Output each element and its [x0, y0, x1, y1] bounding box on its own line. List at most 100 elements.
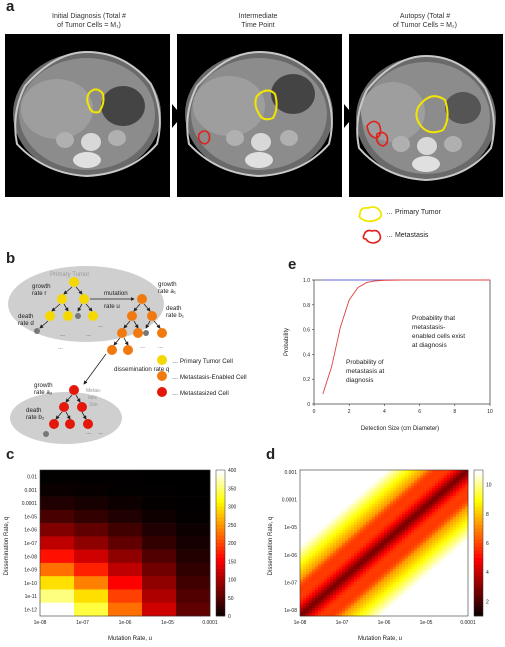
heat-cell: [411, 540, 415, 544]
heat-cell: [339, 516, 343, 520]
heat-cell: [360, 553, 364, 557]
heat-cell: [465, 498, 469, 502]
heat-cell: [354, 514, 358, 518]
heat-cell: [321, 483, 325, 486]
heat-cell: [429, 516, 433, 520]
heat-cell: [405, 602, 409, 606]
heat-cell: [399, 571, 403, 575]
colorbar-segment: [216, 539, 225, 544]
heat-cell: [417, 543, 421, 546]
heat-cell: [351, 509, 355, 513]
colorbar-tick-label: 250: [228, 523, 237, 529]
heat-cell: [360, 608, 364, 612]
heat-cell: [396, 475, 400, 479]
colorbar-segment: [474, 473, 483, 478]
heat-cell: [393, 608, 397, 612]
x-tick-label: 1e-07: [76, 620, 89, 626]
heat-cell: [393, 535, 397, 539]
colorbar-tick-label: 4: [486, 570, 489, 576]
heat-cell: [465, 595, 469, 599]
heat-cell: [300, 488, 304, 492]
heat-cell: [369, 537, 373, 541]
heat-cell: [366, 511, 370, 515]
heat-cell: [441, 610, 445, 614]
y-tick-label: 0.0001: [282, 498, 298, 504]
heat-cell: [447, 519, 451, 523]
heat-cell: [327, 540, 331, 544]
heat-cell: [432, 483, 436, 486]
heat-cell: [423, 522, 427, 526]
heat-cell: [300, 569, 304, 572]
heat-cell: [444, 595, 448, 599]
heat-cell: [351, 543, 355, 546]
svg-text:…: …: [60, 332, 65, 338]
heat-cell: [390, 501, 394, 505]
heat-cell: [369, 496, 373, 499]
heat-cell: [363, 503, 367, 507]
heat-cell: [327, 545, 331, 549]
heat-cell: [327, 480, 331, 484]
heat-cell: [438, 548, 442, 552]
heat-cell: [312, 472, 316, 476]
colorbar-segment: [216, 502, 225, 507]
heat-cell: [420, 529, 424, 533]
heat-cell: [360, 576, 364, 580]
heat-cell: [387, 592, 391, 596]
heat-cell: [423, 595, 427, 599]
heat-cell: [342, 592, 346, 596]
heat-cell: [462, 608, 466, 612]
heat-cell: [450, 475, 454, 479]
heat-cell: [429, 490, 433, 494]
heat-cell: [306, 561, 310, 565]
heat-cell: [426, 477, 430, 481]
heat-cell: [420, 519, 424, 523]
heat-cell: [360, 545, 364, 549]
heat-cell: [360, 537, 364, 541]
heat-cell: [417, 524, 421, 528]
heat-cell: [351, 511, 355, 515]
heat-cell: [423, 550, 427, 554]
heat-cell: [363, 529, 367, 533]
heat-cell: [465, 558, 469, 562]
heat-cell: [384, 561, 388, 565]
heat-cell: [408, 600, 412, 604]
heat-cell: [369, 592, 373, 596]
colorbar-segment: [216, 532, 225, 536]
heat-cell: [360, 540, 364, 544]
heat-cell: [435, 524, 439, 528]
heat-cell: [351, 477, 355, 481]
heat-cell: [330, 566, 334, 570]
heat-cell: [369, 529, 373, 533]
heat-cell: [399, 485, 403, 489]
heat-cell: [387, 548, 391, 552]
heat-cell: [342, 597, 346, 601]
legend-metastasis-label: … Metastasis: [386, 232, 429, 239]
heat-cell: [351, 490, 355, 494]
heat-cell: [176, 602, 211, 617]
heat-cell: [444, 574, 448, 578]
heat-cell: [142, 523, 177, 537]
heat-cell: [306, 524, 310, 528]
heat-cell: [315, 571, 319, 575]
heat-cell: [417, 501, 421, 505]
heat-cell: [390, 516, 394, 520]
heat-cell: [300, 529, 304, 533]
heat-cell: [426, 563, 430, 567]
heat-cell: [405, 608, 409, 612]
heat-cell: [327, 477, 331, 481]
heat-cell: [360, 488, 364, 492]
heat-cell: [399, 527, 403, 531]
heat-cell: [321, 571, 325, 575]
heat-cell: [342, 480, 346, 484]
heat-cell: [444, 553, 448, 557]
heat-cell: [348, 610, 352, 614]
heat-cell: [447, 613, 451, 617]
heat-cell: [318, 516, 322, 520]
heat-cell: [363, 501, 367, 505]
heat-cell: [366, 579, 370, 583]
heat-cell: [411, 535, 415, 539]
heat-cell: [462, 477, 466, 481]
growth-rate-a2-label: growth: [34, 382, 53, 389]
heat-cell: [453, 477, 457, 481]
heat-cell: [351, 540, 355, 544]
